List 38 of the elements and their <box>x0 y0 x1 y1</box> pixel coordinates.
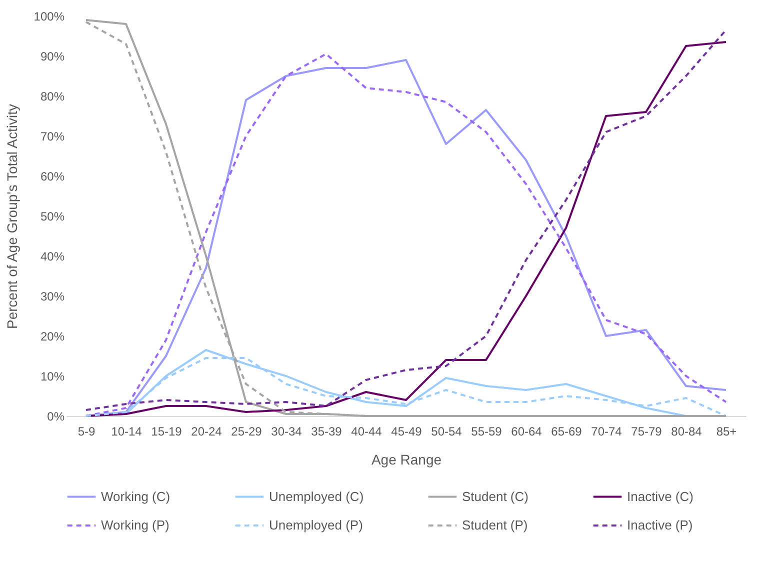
x-tick-label: 30-34 <box>271 424 302 438</box>
y-tick-label: 100% <box>34 10 65 24</box>
y-tick-label: 30% <box>40 290 65 304</box>
y-tick-label: 60% <box>40 170 65 184</box>
y-tick-label: 80% <box>40 90 65 104</box>
x-tick-label: 75-79 <box>631 424 662 438</box>
x-tick-label: 60-64 <box>511 424 542 438</box>
y-tick-label: 90% <box>40 50 65 64</box>
y-tick-label: 0% <box>47 410 65 424</box>
y-tick-label: 70% <box>40 130 65 144</box>
x-tick-label: 70-74 <box>591 424 622 438</box>
y-tick-label: 20% <box>40 330 65 344</box>
x-tick-label: 45-49 <box>391 424 422 438</box>
legend-label: Inactive (C) <box>627 488 694 504</box>
x-tick-label: 85+ <box>716 424 737 438</box>
legend-label: Working (C) <box>101 488 170 504</box>
y-axis-title: Percent of Age Group's Total Activity <box>4 104 20 329</box>
x-tick-label: 40-44 <box>351 424 382 438</box>
y-tick-label: 50% <box>40 210 65 224</box>
legend-label: Inactive (P) <box>627 518 693 532</box>
x-tick-label: 50-54 <box>431 424 462 438</box>
x-tick-label: 5-9 <box>78 424 96 438</box>
x-tick-label: 15-19 <box>151 424 182 438</box>
legend-label: Unemployed (P) <box>269 518 363 532</box>
x-tick-label: 65-69 <box>551 424 582 438</box>
legend-label: Working (P) <box>101 518 170 532</box>
y-tick-label: 10% <box>40 370 65 384</box>
legend-label: Student (C) <box>462 488 528 504</box>
x-tick-label: 25-29 <box>231 424 262 438</box>
x-tick-label: 20-24 <box>191 424 222 438</box>
x-axis-title: Age Range <box>371 452 442 468</box>
x-tick-label: 35-39 <box>311 424 342 438</box>
x-tick-label: 10-14 <box>111 424 142 438</box>
x-tick-label: 80-84 <box>671 424 702 438</box>
y-tick-label: 40% <box>40 250 65 264</box>
legend-label: Unemployed (C) <box>269 488 364 504</box>
legend-label: Student (P) <box>462 518 528 532</box>
x-tick-label: 55-59 <box>471 424 502 438</box>
